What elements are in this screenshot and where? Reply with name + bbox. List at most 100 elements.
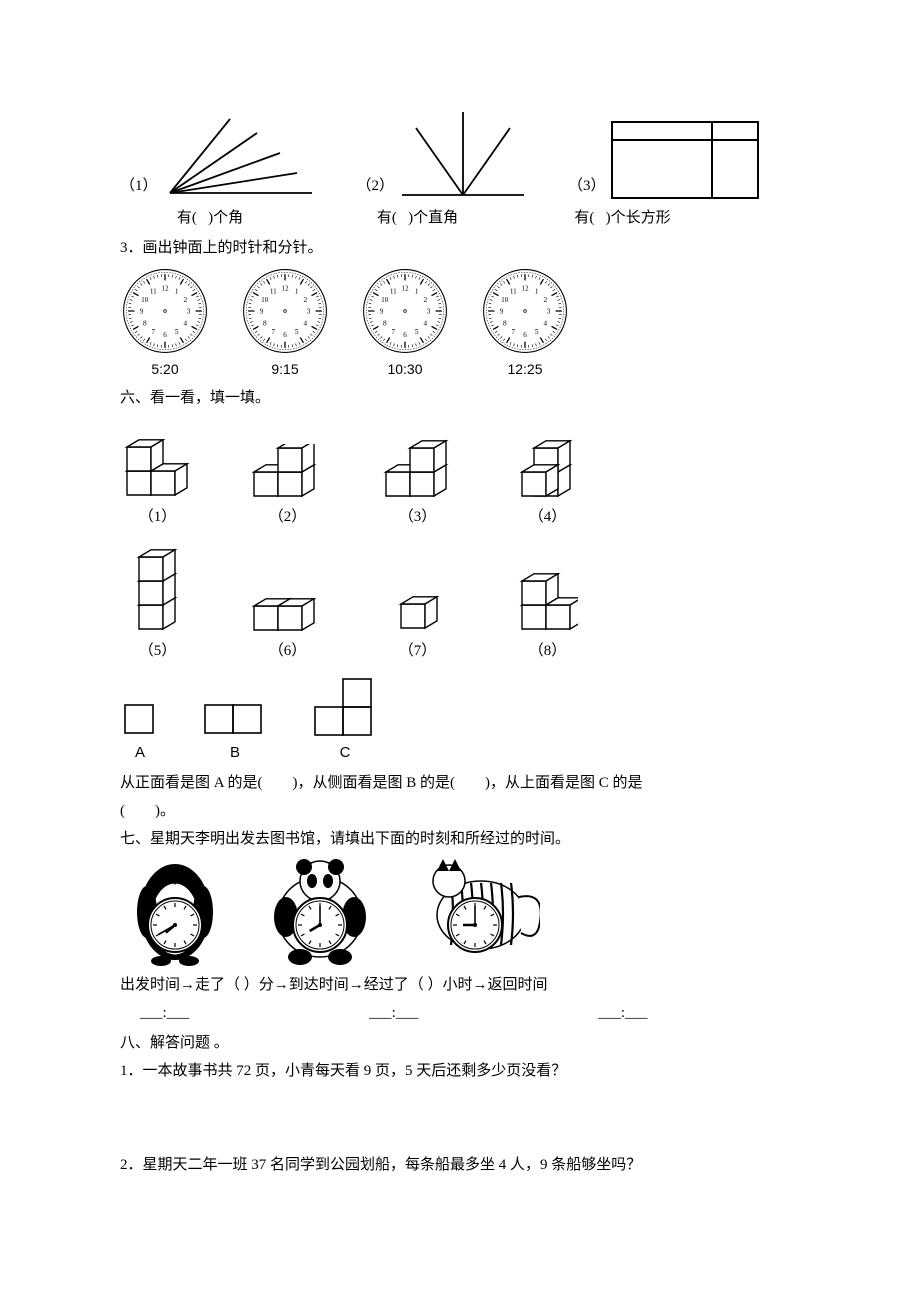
svg-text:12: 12 (281, 284, 289, 292)
cubes-row-1 (120, 424, 800, 499)
clock-time-3: 10:30 (360, 358, 450, 380)
svg-text:1: 1 (175, 287, 179, 295)
svg-text:5: 5 (295, 328, 299, 336)
clock-4: 121234567891011 (480, 266, 570, 356)
cube-3 (382, 434, 454, 499)
svg-text:8: 8 (143, 319, 147, 327)
views-labels: A B C (120, 741, 800, 765)
section6-title: 六、看一看，填一填。 (120, 386, 800, 410)
animals-row (120, 857, 800, 967)
right-angles-svg (398, 110, 528, 200)
svg-text:11: 11 (150, 287, 157, 295)
svg-text:8: 8 (503, 319, 507, 327)
time-blank-1: ___:___ (140, 1001, 189, 1025)
figure-3: （3） (568, 120, 760, 200)
svg-text:4: 4 (423, 319, 427, 327)
time-blank-2: ___:___ (369, 1001, 418, 1025)
figure-3-num: （3） (568, 174, 606, 198)
svg-text:7: 7 (392, 328, 396, 336)
view-label-C: C (310, 741, 380, 765)
svg-text:10: 10 (501, 296, 509, 304)
cat-clock (410, 857, 540, 967)
section8-q1: 1．一本故事书共 72 页，小青每天看 9 页，5 天后还剩多少页没看？ (120, 1059, 800, 1083)
svg-text:4: 4 (543, 319, 547, 327)
svg-text:3: 3 (427, 308, 431, 316)
clock-time-2: 9:15 (240, 358, 330, 380)
svg-text:3: 3 (547, 308, 551, 316)
view-A (120, 702, 160, 737)
svg-text:6: 6 (283, 331, 287, 339)
svg-text:11: 11 (390, 287, 397, 295)
penguin-clock (120, 857, 230, 967)
svg-text:7: 7 (272, 328, 276, 336)
cube-label-3: （3） (380, 505, 455, 529)
views-row (120, 677, 800, 737)
svg-text:3: 3 (307, 308, 311, 316)
svg-text:9: 9 (260, 308, 264, 316)
svg-text:2: 2 (543, 296, 547, 304)
svg-text:2: 2 (183, 296, 187, 304)
angle-figures-row: （1） （2） （3） (120, 110, 800, 200)
q3-title: 3．画出钟面上的时针和分针。 (120, 236, 800, 260)
angle-captions-row: 有( )个角 有( )个直角 有( )个长方形 (120, 206, 800, 230)
svg-text:9: 9 (500, 308, 504, 316)
svg-text:4: 4 (183, 319, 187, 327)
cube-6 (250, 588, 325, 633)
figure-2-caption: 有( )个直角 (340, 206, 495, 230)
views-question-line2: ( )。 (120, 799, 800, 823)
svg-text:12: 12 (161, 284, 169, 292)
cube-label-5: （5） (120, 639, 195, 663)
cubes-labels-2: （5） （6） （7） （8） (120, 639, 800, 663)
cube-label-6: （6） (250, 639, 325, 663)
cube-1 (123, 439, 193, 499)
svg-text:11: 11 (510, 287, 517, 295)
svg-text:5: 5 (175, 328, 179, 336)
section7-title: 七、星期天李明出发去图书馆，请填出下面的时刻和所经过的时间。 (120, 827, 800, 851)
svg-text:4: 4 (303, 319, 307, 327)
cube-label-2: （2） (250, 505, 325, 529)
view-C (310, 677, 380, 737)
view-label-B: B (200, 741, 270, 765)
svg-text:12: 12 (401, 284, 409, 292)
clock-2: 121234567891011 (240, 266, 330, 356)
cube-2 (250, 444, 325, 499)
svg-text:2: 2 (423, 296, 427, 304)
cube-7 (395, 588, 440, 633)
clock-1: 121234567891011 (120, 266, 210, 356)
clock-time-1: 5:20 (120, 358, 210, 380)
cube-label-4: （4） (510, 505, 585, 529)
svg-text:8: 8 (383, 319, 387, 327)
section8-q2: 2．星期天二年一班 37 名同学到公园划船，每条船最多坐 4 人，9 条船够坐吗… (120, 1153, 800, 1177)
svg-text:2: 2 (303, 296, 307, 304)
svg-text:1: 1 (295, 287, 299, 295)
figure-3-caption: 有( )个长方形 (535, 206, 710, 230)
view-label-A: A (120, 741, 160, 765)
cubes-labels-1: （1） （2） （3） （4） (120, 505, 800, 529)
svg-text:10: 10 (141, 296, 149, 304)
figure-2-num: （2） (357, 174, 395, 198)
figure-1: （1） (120, 115, 317, 200)
svg-text:9: 9 (140, 308, 144, 316)
cube-4 (520, 424, 575, 499)
figure-1-num: （1） (120, 174, 158, 198)
clock-time-4: 12:25 (480, 358, 570, 380)
svg-text:5: 5 (415, 328, 419, 336)
svg-text:1: 1 (415, 287, 419, 295)
svg-text:7: 7 (152, 328, 156, 336)
svg-text:1: 1 (535, 287, 539, 295)
clock-times-row: 5:20 9:15 10:30 12:25 (120, 358, 800, 380)
figure-2: （2） (357, 110, 529, 200)
view-B (200, 702, 270, 737)
angles-fan-svg (162, 115, 317, 200)
figure-1-caption: 有( )个角 (120, 206, 300, 230)
cube-label-7: （7） (380, 639, 455, 663)
clocks-row: 121234567891011 121234567891011 12123456… (120, 266, 800, 356)
svg-text:8: 8 (263, 319, 267, 327)
svg-text:12: 12 (521, 284, 529, 292)
svg-text:10: 10 (261, 296, 269, 304)
svg-text:11: 11 (270, 287, 277, 295)
svg-text:6: 6 (403, 331, 407, 339)
section8-title: 八、解答问题 。 (120, 1031, 800, 1055)
svg-text:9: 9 (380, 308, 384, 316)
time-blanks-row: ___:___ ___:___ ___:___ (140, 1001, 800, 1025)
